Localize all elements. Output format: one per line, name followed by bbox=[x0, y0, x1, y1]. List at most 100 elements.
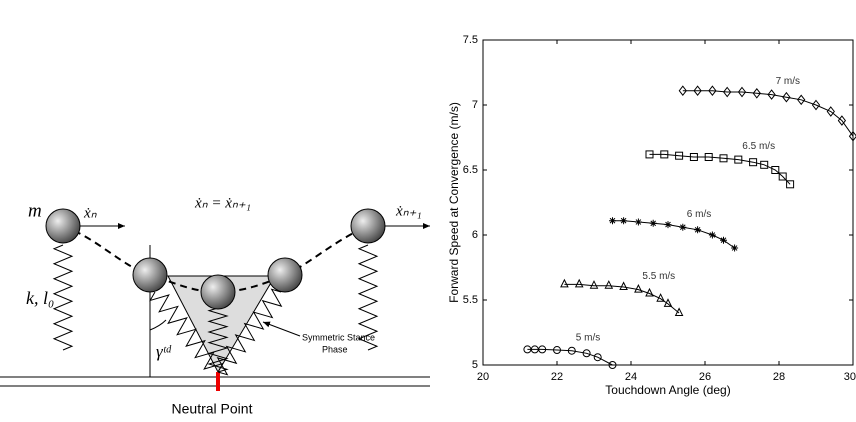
y-tick-label: 7 bbox=[472, 99, 478, 111]
data-point bbox=[693, 85, 702, 97]
mass bbox=[267, 257, 303, 293]
data-point bbox=[582, 349, 591, 358]
data-point bbox=[767, 89, 776, 100]
angle-label: γᵗᵈ bbox=[156, 342, 172, 361]
spring-label: k, l₀ bbox=[26, 288, 54, 308]
data-point bbox=[749, 158, 758, 167]
data-point bbox=[778, 172, 787, 181]
series-line bbox=[612, 220, 735, 249]
data-point bbox=[674, 307, 684, 316]
data-point bbox=[593, 353, 602, 362]
data-point bbox=[560, 278, 569, 288]
y-tick-label: 7.5 bbox=[463, 34, 478, 46]
mass-label: m bbox=[28, 200, 42, 221]
data-point bbox=[771, 166, 780, 174]
mass bbox=[200, 274, 236, 310]
velocity-label: ẋₙ bbox=[83, 205, 98, 221]
x-tick-label: 26 bbox=[699, 371, 711, 383]
data-point bbox=[553, 346, 561, 355]
spring bbox=[207, 307, 229, 373]
series-line bbox=[564, 283, 680, 314]
data-point bbox=[782, 91, 791, 103]
series-label: 5 m/s bbox=[576, 332, 600, 343]
data-point bbox=[645, 287, 654, 297]
data-point bbox=[848, 130, 856, 142]
data-point bbox=[752, 87, 761, 99]
data-point bbox=[660, 150, 669, 159]
data-point bbox=[708, 231, 716, 239]
data-point bbox=[734, 155, 743, 164]
data-point bbox=[708, 85, 717, 97]
x-tick-label: 22 bbox=[551, 371, 563, 383]
data-point bbox=[720, 236, 727, 244]
stance-label: Symmetric Stance bbox=[302, 332, 375, 342]
y-tick-label: 6 bbox=[472, 229, 478, 241]
series-line bbox=[649, 153, 791, 185]
x-tick-label: 28 bbox=[773, 371, 785, 383]
data-point bbox=[760, 160, 769, 169]
data-point bbox=[620, 217, 628, 225]
data-point bbox=[786, 180, 795, 189]
series-line bbox=[682, 90, 854, 137]
x-tick-label: 24 bbox=[625, 371, 637, 383]
neutral-point-label: Neutral Point bbox=[172, 401, 253, 417]
data-point bbox=[574, 278, 584, 288]
velocity-label: ẋₙ₊₁ bbox=[395, 203, 422, 219]
spring bbox=[149, 291, 224, 373]
data-point bbox=[567, 346, 576, 355]
spring bbox=[357, 244, 379, 351]
data-point bbox=[797, 94, 806, 106]
series-label: 6 m/s bbox=[687, 209, 711, 220]
data-point bbox=[704, 153, 713, 161]
data-point bbox=[678, 85, 687, 97]
data-point bbox=[604, 280, 614, 289]
y-axis-label: Forward Speed at Convergence (m/s) bbox=[447, 102, 461, 303]
data-point bbox=[826, 106, 835, 117]
label-arrow bbox=[262, 321, 301, 337]
y-tick-label: 5 bbox=[472, 359, 478, 371]
data-point bbox=[811, 99, 821, 111]
spring bbox=[216, 288, 283, 376]
data-point bbox=[609, 217, 616, 225]
data-point bbox=[679, 223, 687, 231]
data-point bbox=[837, 115, 847, 126]
plot-area bbox=[482, 39, 854, 366]
data-point bbox=[608, 361, 617, 369]
data-point bbox=[589, 280, 599, 289]
data-point bbox=[731, 244, 739, 252]
data-point bbox=[663, 298, 673, 307]
data-point bbox=[737, 86, 747, 98]
data-point bbox=[634, 218, 642, 226]
mass bbox=[132, 257, 168, 293]
y-tick-label: 5.5 bbox=[463, 294, 478, 306]
diagram: m k, l₀ ẋₙ ẋₙ = ẋₙ₊₁ ẋₙ₊₁ γᵗᵈ Symmetric … bbox=[0, 195, 430, 417]
angle-arc bbox=[149, 319, 167, 331]
series-line bbox=[527, 348, 613, 366]
data-point bbox=[634, 283, 643, 293]
series-label: 5.5 m/s bbox=[642, 271, 675, 282]
series-label: 7 m/s bbox=[776, 76, 800, 87]
mass bbox=[350, 208, 386, 244]
data-point bbox=[656, 293, 665, 302]
mass bbox=[45, 208, 81, 244]
data-point bbox=[723, 86, 732, 98]
data-point bbox=[664, 221, 672, 229]
spring bbox=[52, 244, 74, 351]
x-tick-label: 20 bbox=[477, 371, 489, 383]
data-point bbox=[675, 151, 684, 160]
data-point bbox=[645, 150, 654, 159]
data-point bbox=[719, 154, 728, 163]
velocity-equation: ẋₙ = ẋₙ₊₁ bbox=[194, 195, 251, 211]
data-point bbox=[694, 226, 702, 234]
stance-label: Phase bbox=[322, 344, 348, 354]
data-point bbox=[649, 219, 657, 227]
data-point bbox=[619, 281, 628, 290]
chart: 5 5.5 6 6.5 7 7.5 20 22 24 26 28 30 Touchdown Angle … bbox=[447, 34, 856, 397]
y-tick-label: 6.5 bbox=[463, 164, 478, 176]
x-axis-label: Touchdown Angle (deg) bbox=[605, 383, 730, 397]
series-label: 6.5 m/s bbox=[742, 141, 775, 152]
data-point bbox=[689, 153, 698, 161]
data-point bbox=[538, 345, 547, 354]
x-tick-label: 30 bbox=[844, 371, 856, 383]
